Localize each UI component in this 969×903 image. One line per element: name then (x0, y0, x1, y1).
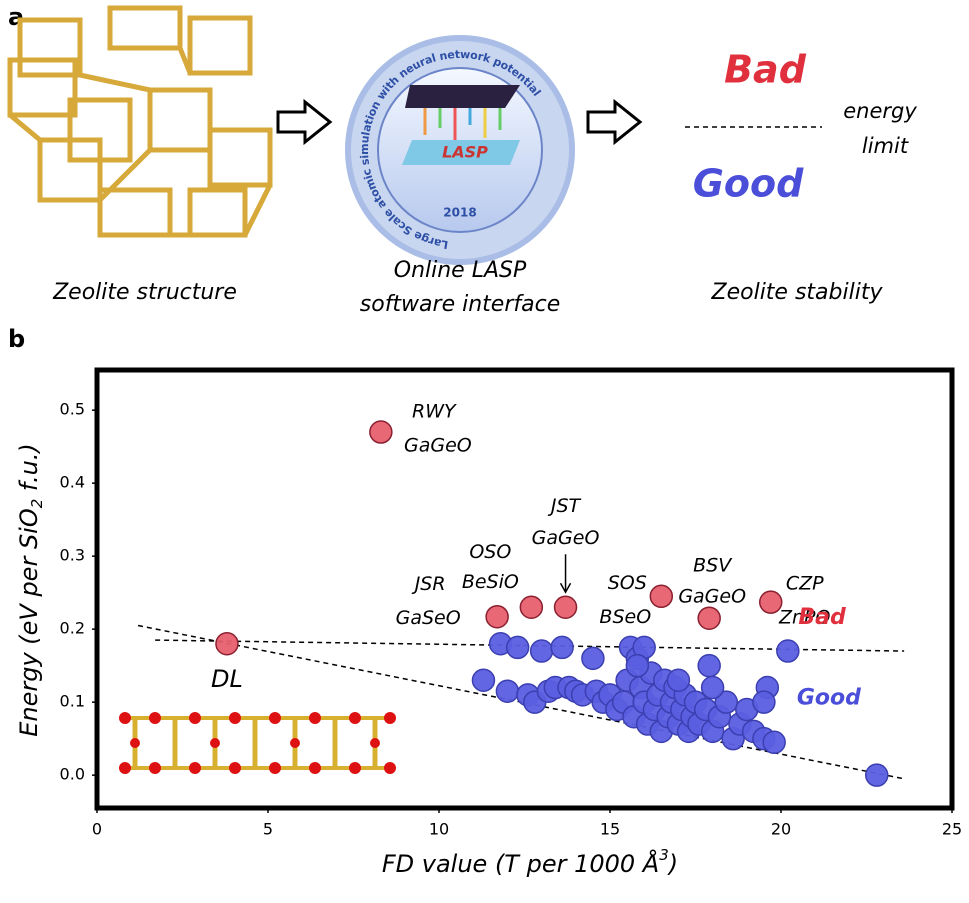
point (865, 763, 889, 787)
point (697, 606, 721, 630)
point-label: SOS (608, 572, 647, 594)
limit-text: limit (862, 134, 909, 158)
point (471, 668, 496, 692)
point-label: DL (211, 665, 243, 693)
y-tick-label: 0.5 (60, 400, 85, 419)
x-tick-label: 10 (429, 820, 449, 839)
point (700, 675, 725, 700)
point (553, 595, 578, 619)
y-tick-label: 0.3 (60, 546, 85, 565)
logo-plate (402, 140, 520, 165)
point-label: BeSiO (462, 571, 519, 593)
point (495, 679, 520, 703)
limit-text: energy (843, 99, 917, 123)
y-axis-label: Energy (eV per SiO2 f.u.) (15, 443, 46, 737)
annotation: Bad (798, 605, 846, 630)
good-label: Good (693, 162, 804, 206)
x-axis-label-part: 3 (659, 846, 669, 864)
point-label: BSeO (599, 606, 651, 628)
point (505, 635, 530, 660)
x-axis-label: FD value (T per 1000 Å3) (382, 846, 678, 879)
x-tick-label: 25 (942, 820, 962, 839)
panel-label: b (8, 325, 25, 353)
point (752, 690, 776, 714)
point (776, 639, 800, 663)
point (550, 635, 574, 660)
point-label: OSO (469, 541, 511, 563)
point (519, 595, 544, 619)
caption: Online LASP (394, 258, 527, 283)
x-axis-label-part: FD value (T per 1000 Å (382, 849, 659, 878)
arrow (559, 554, 572, 594)
point-label: JST (547, 495, 582, 517)
caption: Zeolite stability (711, 280, 884, 305)
x-tick-label: 5 (263, 820, 273, 839)
x-tick-label: 20 (771, 820, 791, 839)
arrow (586, 98, 643, 146)
point (697, 653, 721, 678)
caption: software interface (360, 292, 560, 317)
y-axis-label-part: Energy (eV per SiO (15, 508, 43, 737)
point-label: CZP (786, 573, 824, 595)
point (666, 668, 691, 692)
x-tick-label: 0 (92, 820, 102, 839)
point-label: GaSeO (396, 607, 461, 629)
point-label: BSV (693, 555, 733, 577)
logo-year: 2018 (443, 206, 476, 220)
point (369, 420, 393, 444)
inset-structure (119, 712, 396, 774)
caption: Zeolite structure (52, 280, 237, 305)
point (625, 653, 650, 678)
logo-plate (405, 85, 520, 108)
annotation: Good (797, 686, 861, 711)
y-axis-label-part: f.u.) (15, 443, 43, 499)
point (215, 632, 239, 656)
logo-bars (423, 108, 502, 140)
point (758, 590, 783, 614)
arrow (276, 98, 333, 146)
point-label: ZnPO (778, 607, 831, 629)
y-tick-label: 0.1 (60, 692, 85, 711)
x-tick-label: 15 (600, 820, 620, 839)
y-tick-label: 0.4 (60, 473, 85, 492)
point (529, 639, 554, 663)
point-label: GaGeO (678, 586, 746, 608)
point (485, 604, 509, 629)
point (581, 646, 605, 671)
y-tick-label: 0.0 (60, 765, 85, 784)
y-axis-label-part: 2 (28, 499, 46, 509)
bad-label: Bad (724, 48, 807, 92)
y-tick-label: 0.2 (60, 619, 85, 638)
plot-frame (94, 367, 955, 811)
point (762, 730, 786, 755)
point-label: GaGeO (404, 435, 472, 457)
point (649, 584, 674, 609)
x-axis-label-part: ) (667, 850, 678, 878)
zeolite-structure (7, 5, 273, 238)
point-label: GaGeO (532, 527, 600, 549)
point-label: RWY (412, 401, 457, 423)
point (714, 690, 739, 714)
logo-name: LASP (442, 143, 488, 162)
point-label: JSR (411, 573, 446, 595)
